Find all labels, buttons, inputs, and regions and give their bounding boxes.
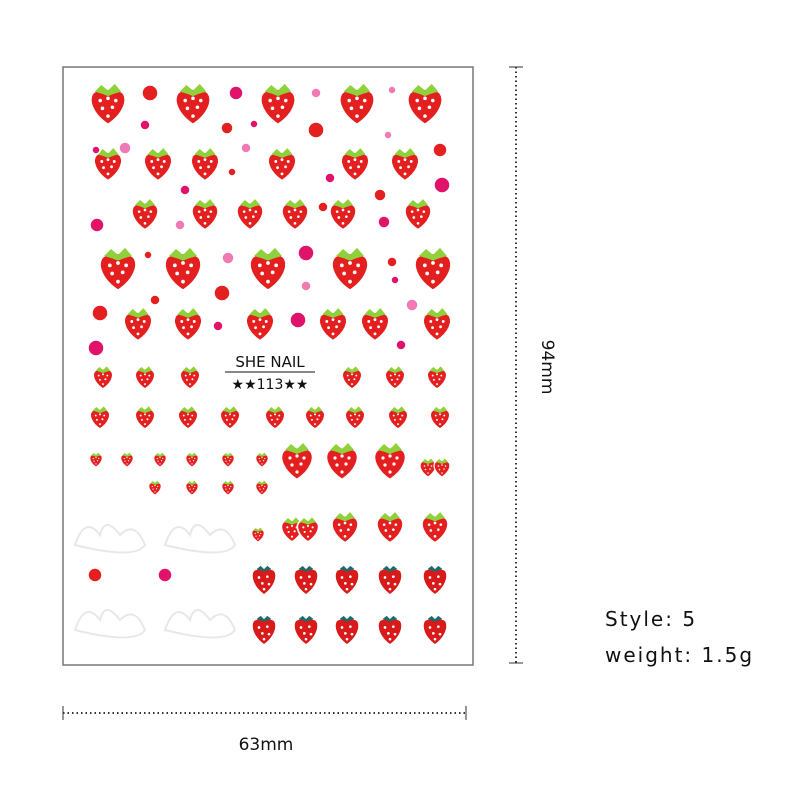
dot-sticker [240, 142, 252, 154]
dot-sticker [220, 121, 234, 135]
dot-sticker [143, 250, 153, 260]
dot-sticker [89, 217, 105, 233]
dot-sticker [390, 275, 400, 285]
dot-sticker [310, 87, 322, 99]
dot-sticker [324, 172, 336, 184]
dot-sticker [433, 176, 451, 194]
dot-sticker [387, 85, 397, 95]
dot-sticker [307, 121, 325, 139]
dot-sticker [377, 215, 391, 229]
style-spec: Style: 5 [605, 607, 697, 631]
dot-sticker [432, 142, 448, 158]
code: ★★113★★ [232, 377, 309, 393]
dot-sticker [300, 280, 312, 292]
width-label: 63mm [239, 735, 294, 755]
brand: SHE NAIL [235, 353, 305, 371]
dot-sticker [228, 85, 244, 101]
dot-sticker [174, 219, 186, 231]
dot-sticker [87, 567, 103, 583]
dot-sticker [373, 188, 387, 202]
dot-sticker [386, 256, 398, 268]
dot-sticker [405, 298, 419, 312]
dot-sticker [118, 141, 132, 155]
dot-sticker [87, 339, 105, 357]
dot-sticker [91, 304, 109, 322]
dot-sticker [221, 251, 235, 265]
dot-sticker [395, 339, 407, 351]
dot-sticker [249, 119, 259, 129]
dot-sticker [297, 244, 315, 262]
dot-sticker [317, 201, 329, 213]
weight-spec: weight: 1.5g [605, 643, 754, 667]
dot-sticker [227, 167, 237, 177]
dot-sticker [139, 119, 151, 131]
outline-stickers [73, 524, 237, 639]
dot-sticker [179, 184, 191, 196]
dot-sticker [157, 567, 173, 583]
dot-sticker [91, 145, 101, 155]
stickers [87, 82, 453, 646]
dot-sticker [383, 130, 393, 140]
dot-sticker [212, 320, 224, 332]
dot-sticker [289, 311, 307, 329]
dot-sticker [213, 284, 231, 302]
height-label: 94mm [537, 340, 557, 395]
dot-sticker [141, 84, 159, 102]
dot-sticker [149, 294, 161, 306]
